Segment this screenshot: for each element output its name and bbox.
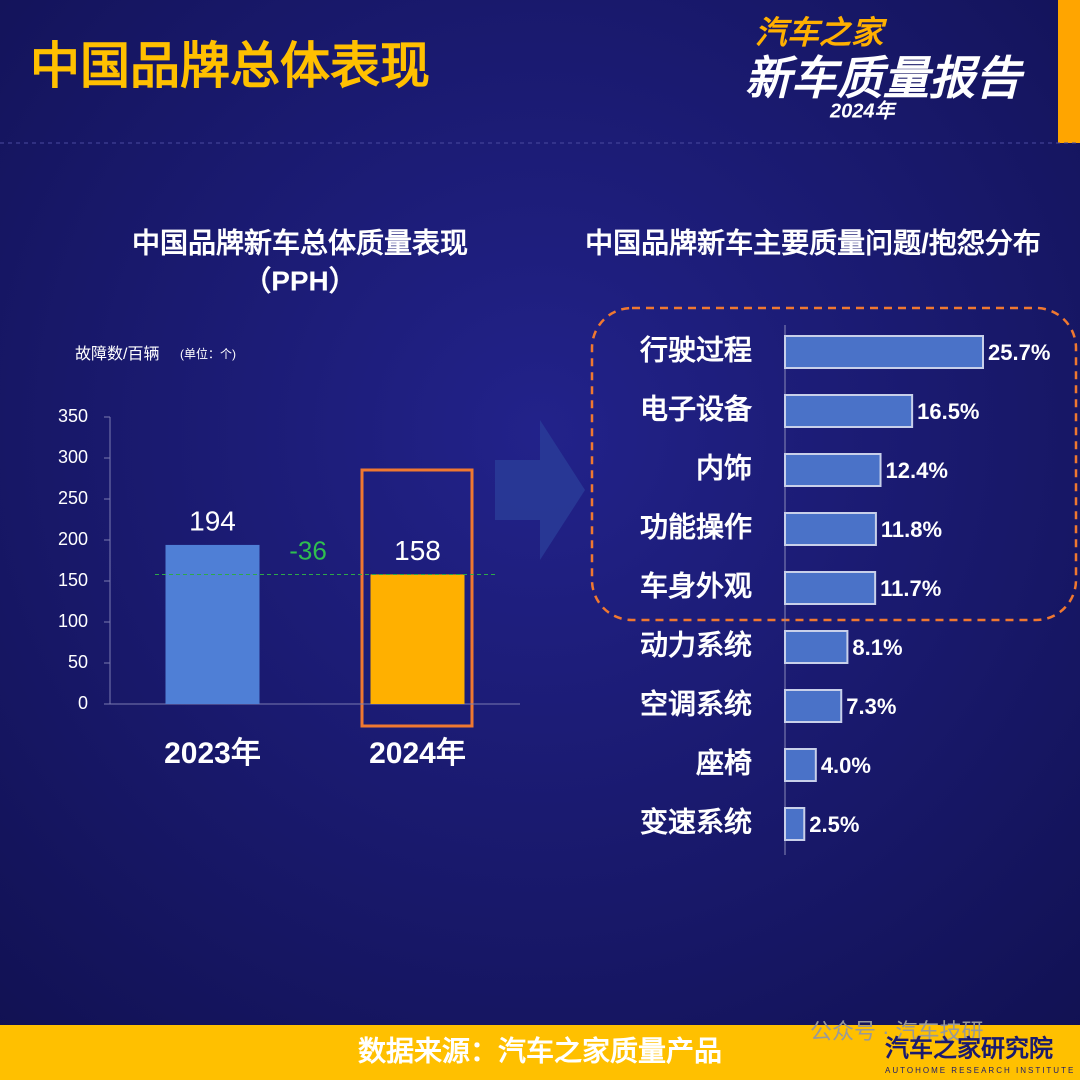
bar (370, 574, 465, 704)
y-tick-label: 350 (58, 406, 88, 426)
footer-band (0, 1025, 1080, 1080)
category-label: 空调系统 (640, 687, 752, 719)
chart-subtitle: （PPH） (243, 264, 357, 296)
y-axis-label: 故障数/百辆 (75, 345, 159, 363)
value-label: 12.4% (886, 458, 948, 483)
category-label: 行驶过程 (639, 333, 752, 365)
highlight-box (360, 468, 474, 728)
value-label: 11.8% (881, 517, 942, 542)
category-label: 变速系统 (640, 805, 752, 837)
highlight-dashed-box (590, 306, 1078, 622)
annotation: -36 (289, 535, 327, 565)
institute-en: AUTOHOME RESEARCH INSTITUTE (885, 1066, 1075, 1075)
y-axis-unit: (单位：个) (180, 346, 236, 361)
logo-report: 新车质量报告 (745, 52, 1025, 104)
value-label: 25.7% (988, 340, 1050, 365)
footer-source: 数据来源：汽车之家质量产品 (358, 1034, 722, 1066)
y-tick-label: 250 (58, 488, 88, 508)
y-tick-label: 0 (78, 693, 88, 713)
bar (784, 807, 806, 841)
value-label: 11.7% (880, 576, 941, 601)
value-label: 158 (394, 535, 441, 566)
logo-brand: 汽车之家 (755, 14, 888, 50)
y-tick-label: 50 (68, 652, 88, 672)
bar (784, 512, 877, 546)
value-label: 2.5% (809, 812, 859, 837)
bar (784, 394, 914, 428)
category-label: 功能操作 (640, 511, 752, 542)
bar (784, 630, 849, 664)
logo-year: 2024年 (829, 99, 897, 122)
arrow (495, 420, 585, 560)
watermark: 公众号 · 汽车技研 (810, 1019, 984, 1044)
x-tick-label: 2023年 (164, 737, 261, 770)
value-label: 4.0% (821, 753, 871, 778)
bar (784, 571, 877, 605)
category-label: 内饰 (696, 452, 752, 483)
institute-name: 汽车之家研究院 (885, 1034, 1053, 1062)
bar (784, 453, 882, 487)
y-tick-label: 300 (58, 447, 88, 467)
bar (784, 748, 817, 782)
logo: 汽车之家 新车质量报告 2024年 (745, 14, 1025, 122)
category-label: 电子设备 (640, 393, 753, 424)
x-tick-label: 2024年 (369, 737, 466, 770)
category-label: 车身外观 (640, 569, 752, 601)
value-label: 7.3% (846, 694, 896, 719)
bar (784, 689, 843, 723)
chart-title: 中国品牌新车总体质量表现 (132, 226, 468, 258)
y-tick-label: 200 (58, 529, 88, 549)
y-tick-label: 150 (58, 570, 88, 590)
value-label: 194 (189, 505, 236, 536)
y-tick-label: 100 (58, 611, 88, 631)
value-label: 8.1% (852, 635, 902, 660)
chart-title: 中国品牌新车主要质量问题/抱怨分布 (585, 226, 1041, 258)
bar (784, 335, 984, 369)
category-label: 座椅 (696, 746, 752, 778)
page-title: 中国品牌总体表现 (30, 38, 430, 94)
value-label: 16.5% (917, 399, 979, 424)
bar (165, 544, 260, 704)
accent-bar (1058, 0, 1080, 143)
category-label: 动力系统 (640, 628, 752, 660)
